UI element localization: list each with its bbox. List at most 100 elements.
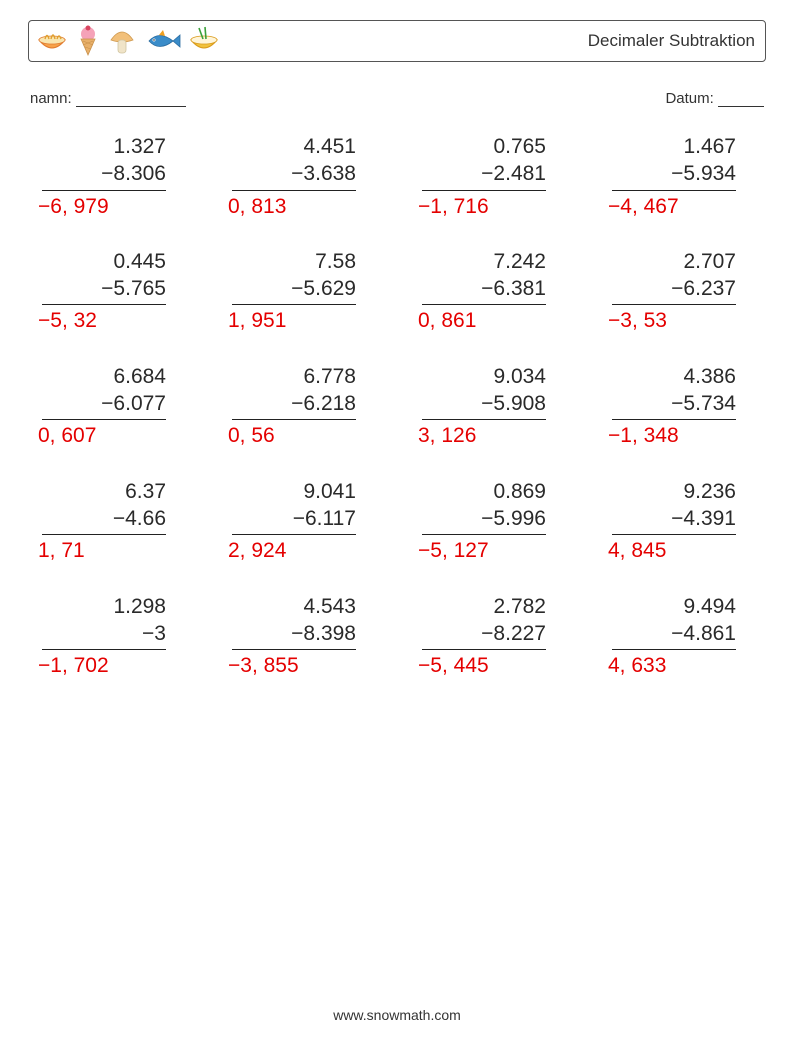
answer: 0, 56 xyxy=(220,422,384,449)
date-label: Datum: xyxy=(665,90,713,107)
subtrahend: −5.629 xyxy=(232,275,356,305)
problems-grid: 1.327−8.306−6, 9794.451−3.6380, 8130.765… xyxy=(28,133,766,679)
problem: 2.782−8.227−5, 445 xyxy=(410,593,574,680)
subtrahend: −8.227 xyxy=(422,620,546,650)
problem-stack: 1.298−3 xyxy=(42,593,166,651)
problem-stack: 9.236−4.391 xyxy=(612,478,736,536)
minuend: 1.467 xyxy=(612,133,736,160)
minuend: 6.778 xyxy=(232,363,356,390)
minuend: 9.236 xyxy=(612,478,736,505)
minuend: 6.37 xyxy=(42,478,166,505)
minuend: 1.298 xyxy=(42,593,166,620)
problem: 4.451−3.6380, 813 xyxy=(220,133,384,220)
minuend: 9.041 xyxy=(232,478,356,505)
problem: 0.869−5.996−5, 127 xyxy=(410,478,574,565)
subtrahend: −8.306 xyxy=(42,160,166,190)
problem: 0.445−5.765−5, 32 xyxy=(30,248,194,335)
subtrahend: −5.908 xyxy=(422,390,546,420)
answer: 3, 126 xyxy=(410,422,574,449)
subtrahend: −6.237 xyxy=(612,275,736,305)
name-field: namn: xyxy=(30,90,186,107)
minuend: 7.58 xyxy=(232,248,356,275)
answer: 0, 607 xyxy=(30,422,194,449)
problem-stack: 4.543−8.398 xyxy=(232,593,356,651)
answer: −1, 702 xyxy=(30,652,194,679)
problem-stack: 6.684−6.077 xyxy=(42,363,166,421)
date-blank xyxy=(718,93,764,107)
subtrahend: −4.391 xyxy=(612,505,736,535)
date-field: Datum: xyxy=(665,90,764,107)
subtrahend: −4.861 xyxy=(612,620,736,650)
fish-icon xyxy=(143,28,181,54)
problem-stack: 4.451−3.638 xyxy=(232,133,356,191)
answer: 0, 813 xyxy=(220,193,384,220)
problem: 0.765−2.481−1, 716 xyxy=(410,133,574,220)
ice-cream-icon xyxy=(75,25,101,57)
answer: −3, 855 xyxy=(220,652,384,679)
minuend: 2.782 xyxy=(422,593,546,620)
problem: 1.298−3−1, 702 xyxy=(30,593,194,680)
minuend: 9.034 xyxy=(422,363,546,390)
problem: 6.37−4.661, 71 xyxy=(30,478,194,565)
minuend: 4.543 xyxy=(232,593,356,620)
problem-stack: 4.386−5.734 xyxy=(612,363,736,421)
answer: −5, 32 xyxy=(30,307,194,334)
answer: −4, 467 xyxy=(600,193,764,220)
problem-stack: 9.034−5.908 xyxy=(422,363,546,421)
subtrahend: −6.117 xyxy=(232,505,356,535)
problem: 1.467−5.934 −4, 467 xyxy=(600,133,764,220)
subtrahend: −5.934 xyxy=(612,160,736,190)
minuend: 9.494 xyxy=(612,593,736,620)
problem: 9.494−4.8614, 633 xyxy=(600,593,764,680)
problem-stack: 6.37−4.66 xyxy=(42,478,166,536)
subtrahend: −3 xyxy=(42,620,166,650)
subtrahend: −6.077 xyxy=(42,390,166,420)
minuend: 0.869 xyxy=(422,478,546,505)
header-icons xyxy=(35,25,221,57)
name-label: namn: xyxy=(30,90,72,107)
problem-stack: 0.765−2.481 xyxy=(422,133,546,191)
answer: 0, 861 xyxy=(410,307,574,334)
problem: 6.684−6.0770, 607 xyxy=(30,363,194,450)
problem-stack: 7.242−6.381 xyxy=(422,248,546,306)
problem-stack: 2.782−8.227 xyxy=(422,593,546,651)
answer: −1, 716 xyxy=(410,193,574,220)
footer-text: www.snowmath.com xyxy=(333,1007,461,1023)
subtrahend: −5.996 xyxy=(422,505,546,535)
subtrahend: −6.218 xyxy=(232,390,356,420)
minuend: 2.707 xyxy=(612,248,736,275)
answer: 1, 71 xyxy=(30,537,194,564)
name-blank xyxy=(76,93,186,107)
problem: 9.041−6.1172, 924 xyxy=(220,478,384,565)
answer: −3, 53 xyxy=(600,307,764,334)
problem-stack: 1.327−8.306 xyxy=(42,133,166,191)
problem: 4.543−8.398−3, 855 xyxy=(220,593,384,680)
worksheet-title: Decimaler Subtraktion xyxy=(588,31,755,51)
answer: −5, 127 xyxy=(410,537,574,564)
minuend: 4.451 xyxy=(232,133,356,160)
answer: −5, 445 xyxy=(410,652,574,679)
problem-stack: 2.707−6.237 xyxy=(612,248,736,306)
minuend: 0.445 xyxy=(42,248,166,275)
problem: 9.236−4.3914, 845 xyxy=(600,478,764,565)
problem: 6.778−6.2180, 56 xyxy=(220,363,384,450)
problem-stack: 7.58−5.629 xyxy=(232,248,356,306)
problem: 7.242−6.3810, 861 xyxy=(410,248,574,335)
minuend: 1.327 xyxy=(42,133,166,160)
header: Decimaler Subtraktion xyxy=(28,20,766,62)
problem-stack: 0.445−5.765 xyxy=(42,248,166,306)
subtrahend: −8.398 xyxy=(232,620,356,650)
subtrahend: −5.765 xyxy=(42,275,166,305)
problem: 1.327−8.306−6, 979 xyxy=(30,133,194,220)
subtrahend: −5.734 xyxy=(612,390,736,420)
problem-stack: 6.778−6.218 xyxy=(232,363,356,421)
rice-bowl-icon xyxy=(187,26,221,56)
subtrahend: −3.638 xyxy=(232,160,356,190)
noodle-bowl-icon xyxy=(35,26,69,56)
answer: 4, 633 xyxy=(600,652,764,679)
minuend: 7.242 xyxy=(422,248,546,275)
problem-stack: 0.869−5.996 xyxy=(422,478,546,536)
problem-stack: 9.041−6.117 xyxy=(232,478,356,536)
answer: 4, 845 xyxy=(600,537,764,564)
minuend: 4.386 xyxy=(612,363,736,390)
